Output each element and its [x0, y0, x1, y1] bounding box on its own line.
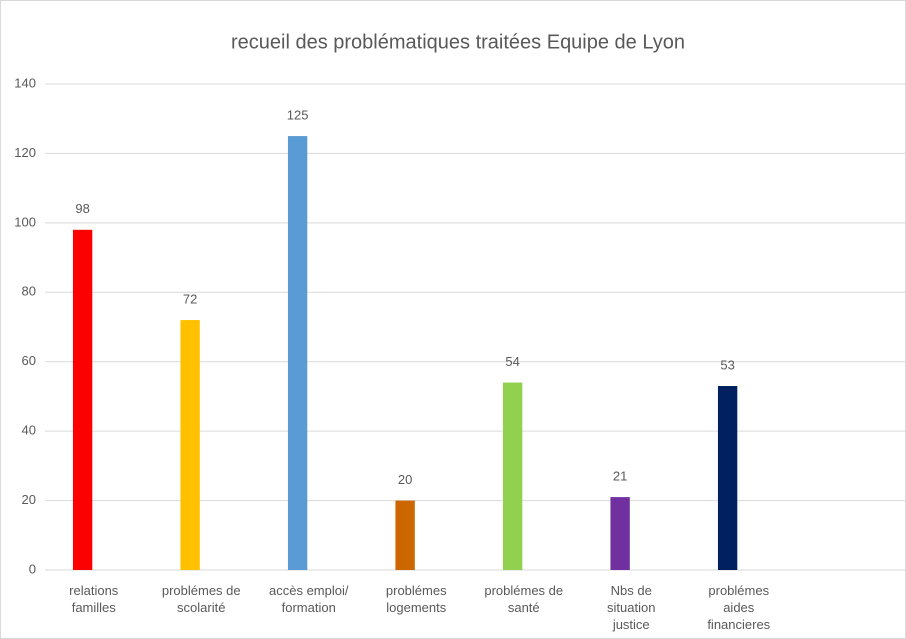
- data-label: 20: [398, 472, 412, 487]
- chart-title: recueil des problématiques traitées Equi…: [231, 31, 685, 53]
- y-tick-label: 20: [22, 492, 36, 507]
- x-tick-label: accès emploi/ formation: [269, 583, 349, 615]
- x-tick-label-box: problémes de santé: [484, 583, 564, 615]
- bar: [502, 382, 523, 570]
- y-tick-label: 80: [22, 284, 36, 299]
- data-label: 98: [75, 201, 89, 216]
- bar: [72, 229, 93, 571]
- x-tick-label-box: problémes de scolarité: [161, 583, 241, 615]
- bar: [395, 500, 415, 570]
- data-label: 53: [720, 357, 734, 372]
- bar: [717, 386, 738, 570]
- x-tick-label-box: relations familles: [69, 583, 119, 615]
- x-tick-label: problémes aides financieres: [707, 583, 771, 632]
- y-tick-label: 60: [22, 353, 36, 368]
- data-label: 54: [505, 354, 519, 369]
- x-tick-label: Nbs de situation justice: [607, 583, 656, 632]
- x-tick-label-box: problémes aides financieres: [707, 583, 771, 632]
- x-tick-label-box: problémes logements: [385, 583, 447, 615]
- x-tick-label-box: Nbs de situation justice: [607, 583, 656, 632]
- y-tick-label: 140: [14, 75, 36, 90]
- y-tick-label: 40: [22, 423, 36, 438]
- x-tick-label: problémes logements: [385, 583, 447, 615]
- bar: [180, 320, 200, 570]
- x-tick-label: problémes de scolarité: [161, 583, 241, 615]
- data-label: 21: [613, 469, 627, 484]
- bar: [610, 497, 630, 570]
- x-tick-label: problémes de santé: [484, 583, 564, 615]
- y-tick-label: 120: [14, 145, 36, 160]
- y-tick-label: 100: [14, 214, 36, 229]
- x-tick-label: relations familles: [69, 583, 119, 615]
- x-tick-label-box: accès emploi/ formation: [269, 583, 349, 615]
- y-tick-label: 0: [29, 561, 36, 576]
- data-label: 125: [287, 108, 309, 123]
- data-label: 72: [183, 291, 197, 306]
- bar: [287, 136, 308, 571]
